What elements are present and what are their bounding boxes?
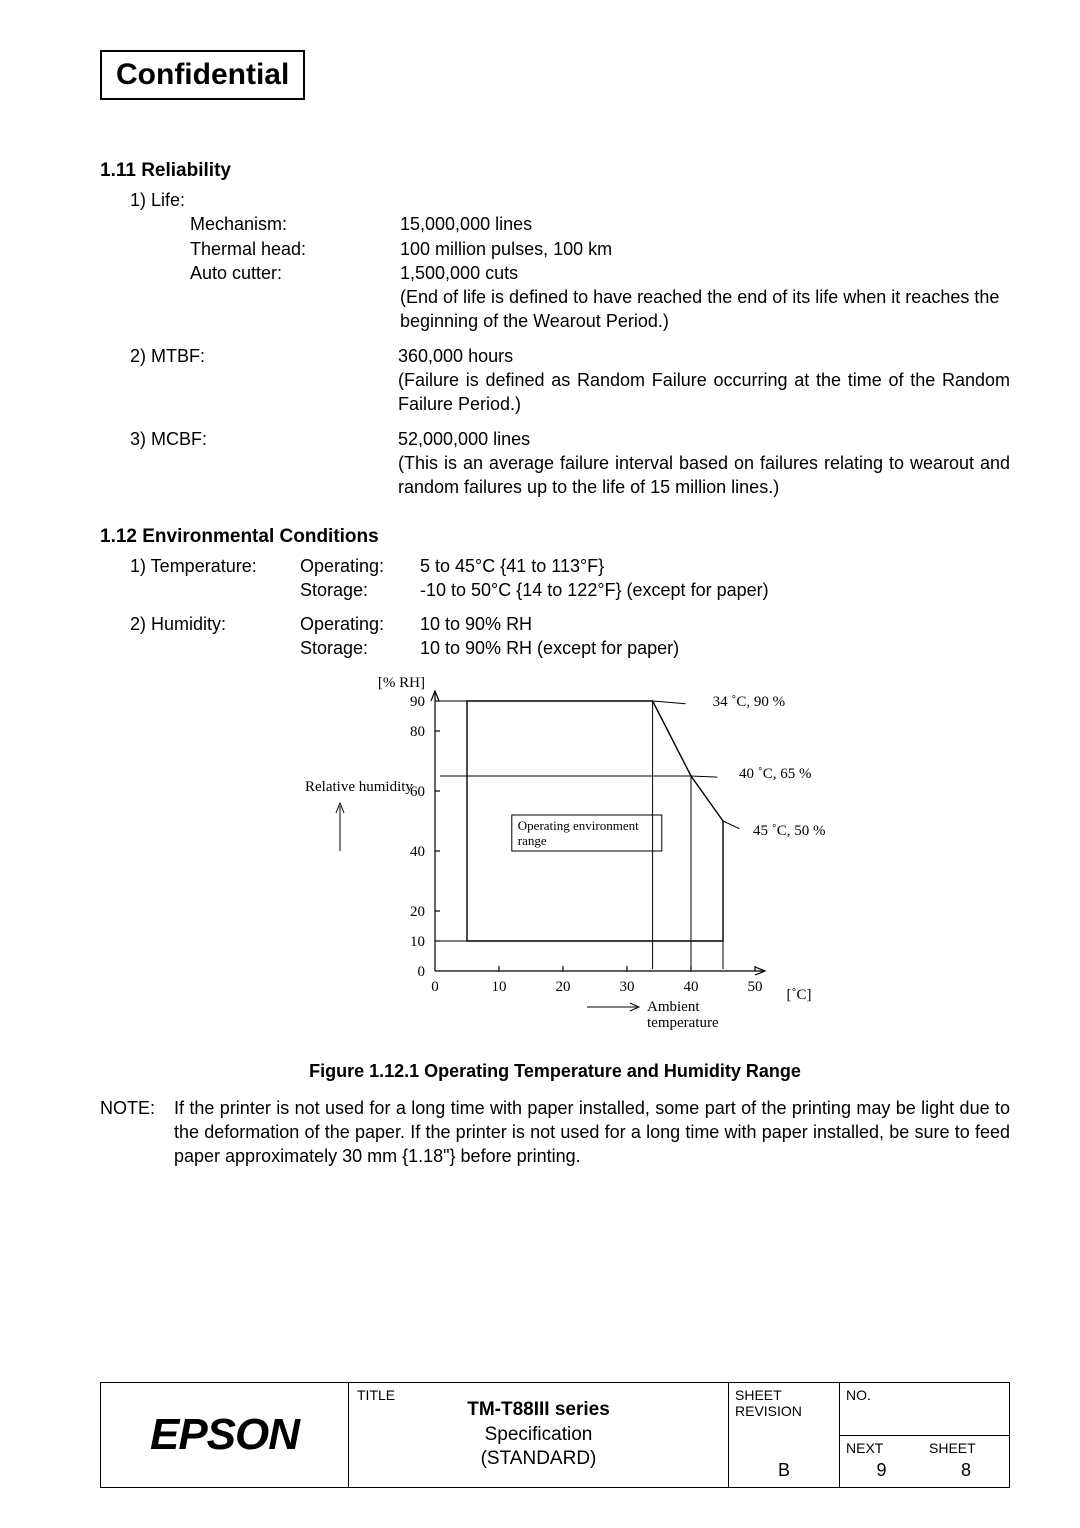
- mtbf-note: (Failure is defined as Random Failure oc…: [398, 368, 1010, 417]
- sheet-cell: SHEET 8: [923, 1435, 1009, 1487]
- mcbf-value: 52,000,000 lines: [398, 427, 1010, 451]
- title-line3: (STANDARD): [481, 1447, 597, 1472]
- svg-text:30: 30: [620, 979, 635, 995]
- auto-cutter-label: Auto cutter:: [190, 261, 400, 285]
- footer-grid: SHEETREVISION B NO. NEXT 9 SHEET 8: [729, 1383, 1009, 1487]
- section-1-12-title: 1.12 Environmental Conditions: [100, 526, 1010, 548]
- svg-text:34 ˚C, 90 %: 34 ˚C, 90 %: [713, 694, 786, 710]
- title-line2: Specification: [485, 1423, 593, 1448]
- operating-range-chart: 010204060809001020304050[% RH][˚C]Operat…: [100, 671, 1010, 1051]
- svg-text:10: 10: [492, 979, 507, 995]
- mcbf-note: (This is an average failure interval bas…: [398, 451, 1010, 500]
- note-block: NOTE: If the printer is not used for a l…: [100, 1096, 1010, 1169]
- svg-text:80: 80: [410, 724, 425, 740]
- mtbf-value: 360,000 hours: [398, 344, 1010, 368]
- figure-caption: Figure 1.12.1 Operating Temperature and …: [100, 1061, 1010, 1082]
- hum-op-value: 10 to 90% RH: [420, 612, 1010, 636]
- hum-st-label: Storage:: [300, 636, 420, 660]
- svg-text:40: 40: [684, 979, 699, 995]
- svg-text:temperature: temperature: [647, 1015, 719, 1031]
- svg-text:Ambient: Ambient: [647, 999, 700, 1015]
- title-field-label: TITLE: [357, 1387, 395, 1403]
- temp-op-label: Operating:: [300, 554, 420, 578]
- section-1-11-title: 1.11 Reliability: [100, 160, 1010, 182]
- temp-label: 1) Temperature:: [130, 554, 300, 578]
- sheet-revision-cell: SHEETREVISION B: [729, 1383, 839, 1487]
- hum-st-value: 10 to 90% RH (except for paper): [420, 636, 1010, 660]
- auto-cutter-value: 1,500,000 cuts: [400, 261, 1010, 285]
- next-cell: NEXT 9: [839, 1435, 923, 1487]
- svg-text:20: 20: [556, 979, 571, 995]
- title-cell: TITLE TM-T88III series Specification (ST…: [349, 1383, 729, 1487]
- hum-op-label: Operating:: [300, 612, 420, 636]
- mechanism-label: Mechanism:: [190, 212, 400, 236]
- svg-text:0: 0: [431, 979, 439, 995]
- svg-text:50: 50: [748, 979, 763, 995]
- title-line1: TM-T88III series: [467, 1398, 610, 1423]
- hum-label: 2) Humidity:: [130, 612, 300, 636]
- svg-text:90: 90: [410, 694, 425, 710]
- svg-text:[˚C]: [˚C]: [787, 987, 812, 1003]
- chart-svg: 010204060809001020304050[% RH][˚C]Operat…: [195, 671, 915, 1051]
- epson-logo: EPSON: [101, 1383, 349, 1487]
- confidential-header: Confidential: [100, 50, 305, 100]
- life-label: 1) Life:: [130, 188, 185, 212]
- no-cell: NO.: [839, 1383, 1009, 1435]
- mcbf-label: 3) MCBF:: [130, 427, 398, 451]
- svg-text:40 ˚C, 65 %: 40 ˚C, 65 %: [739, 766, 812, 782]
- mechanism-value: 15,000,000 lines: [400, 212, 1010, 236]
- temp-st-label: Storage:: [300, 578, 420, 602]
- svg-text:45 ˚C, 50 %: 45 ˚C, 50 %: [753, 823, 826, 839]
- thermal-head-label: Thermal head:: [190, 237, 400, 261]
- temp-op-value: 5 to 45°C {41 to 113°F}: [420, 554, 1010, 578]
- note-text: If the printer is not used for a long ti…: [174, 1096, 1010, 1169]
- svg-text:0: 0: [418, 964, 426, 980]
- auto-cutter-note: (End of life is defined to have reached …: [400, 285, 1010, 334]
- thermal-head-value: 100 million pulses, 100 km: [400, 237, 1010, 261]
- svg-text:10: 10: [410, 934, 425, 950]
- mtbf-label: 2) MTBF:: [130, 344, 398, 368]
- svg-text:[% RH]: [% RH]: [378, 675, 425, 691]
- svg-text:20: 20: [410, 904, 425, 920]
- title-block: EPSON TITLE TM-T88III series Specificati…: [100, 1382, 1010, 1488]
- temp-st-value: -10 to 50°C {14 to 122°F} (except for pa…: [420, 578, 1010, 602]
- svg-text:range: range: [518, 833, 547, 848]
- svg-text:Operating environment: Operating environment: [518, 818, 639, 833]
- svg-text:Relative humidity: Relative humidity: [305, 779, 413, 795]
- note-label: NOTE:: [100, 1096, 174, 1169]
- life-label-row: 1) Life:: [100, 188, 1010, 212]
- page: Confidential 1.11 Reliability 1) Life: M…: [0, 0, 1080, 1528]
- svg-text:40: 40: [410, 844, 425, 860]
